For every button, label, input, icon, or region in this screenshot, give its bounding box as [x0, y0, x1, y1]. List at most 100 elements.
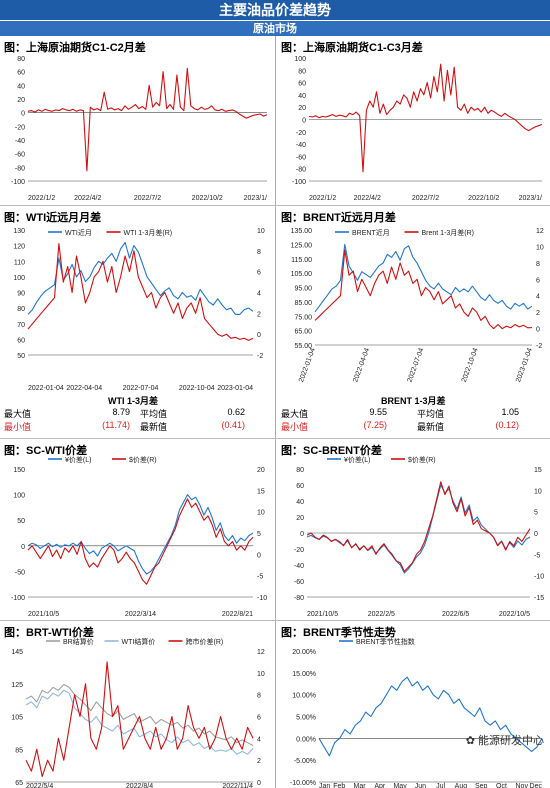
- y2-tick-label: 6: [257, 270, 261, 277]
- y-tick-label: 40: [17, 83, 25, 90]
- y-tick-label: 20.00%: [292, 649, 316, 656]
- y-tick-label: -40: [296, 142, 306, 149]
- y2-tick-label: 0: [536, 327, 540, 334]
- chart-brt-wti: 图：BRT-WTI价差 145 125 105 85 65 12 10 8 6 4 2 0 2022/5/…: [0, 623, 275, 788]
- y2-tick-label: 0: [257, 332, 261, 339]
- legend-label: 跨市价差(R): [186, 637, 224, 646]
- y-tick-label: 80: [296, 467, 304, 474]
- x-tick-label: 2023/1/: [244, 195, 267, 202]
- y-tick-label: -100: [292, 179, 306, 186]
- chart-sc-brent: 图：SC-BRENT价差 80 60 40 20 0 -20 -40 -60 -80 15 10 5 0 -…: [277, 441, 550, 619]
- chart-sc-wti: 图：SC-WTI价差 150 100 50 0 -50 -100 20 15 10 5 0 -5 -10 2…: [0, 441, 275, 619]
- y2-tick-label: 15: [257, 488, 265, 495]
- y-tick-label: 80: [17, 306, 25, 313]
- y-tick-label: 105.00: [291, 271, 313, 278]
- x-tick-label: 2022-04-04: [66, 385, 102, 392]
- y-tick-label: 0: [302, 118, 306, 125]
- x-tick-label: Jun: [415, 783, 426, 788]
- x-tick-label: 2022/6/5: [442, 611, 469, 618]
- y-tick-label: 65: [15, 780, 23, 787]
- y2-tick-label: 10: [257, 228, 265, 235]
- y2-tick-label: 0: [257, 552, 261, 559]
- y2-tick-label: 12: [536, 228, 544, 235]
- x-tick-label: Oct: [496, 783, 507, 788]
- y-tick-label: 65.00: [294, 329, 312, 336]
- x-tick-label: Aug: [455, 783, 468, 788]
- y-tick-label: 70: [17, 322, 25, 329]
- x-tick-label: 2022/1/2: [309, 195, 336, 202]
- y-tick-label: -80: [296, 167, 306, 174]
- x-tick-label: 2022/2/5: [368, 611, 395, 618]
- y-tick-label: -100: [11, 179, 25, 186]
- y-tick-label: 15.00%: [292, 671, 316, 678]
- y-tick-label: 110: [14, 259, 25, 266]
- chart-title: 图：BRENT近远月月差: [281, 212, 396, 224]
- x-tick-label: 2022/10/2: [192, 195, 223, 202]
- x-tick-label: 2022/10/5: [499, 611, 530, 618]
- x-tick-label: Jan: [319, 783, 330, 788]
- series-line-1: [25, 689, 254, 755]
- y-tick-label: 105: [11, 715, 23, 722]
- y-tick-label: -60: [15, 152, 25, 159]
- y-tick-label: 20: [298, 105, 306, 112]
- x-tick-label: 2022/4/2: [74, 195, 101, 202]
- x-tick-label: 2022-01-04: [298, 347, 317, 383]
- y-tick-label: 55.00: [294, 343, 312, 350]
- chart-title: 图：上海原油期货C1-C2月差: [4, 42, 146, 54]
- legend-label: WTI 1-3月差(R): [124, 228, 173, 237]
- legend-label: BRENT季节性指数: [356, 637, 415, 646]
- stats-value: 0.62: [227, 407, 245, 417]
- series-line-0: [27, 494, 254, 575]
- x-tick-label: 2022-01-04: [28, 385, 64, 392]
- y2-tick-label: -10: [534, 574, 544, 581]
- watermark-text: 能源研发中心: [478, 735, 544, 747]
- stats-caption: BRENT 1-3月差: [381, 396, 446, 406]
- x-tick-label: May: [393, 783, 407, 788]
- series-line-1: [306, 481, 531, 572]
- stats-label: 平均值: [417, 409, 445, 419]
- chart-svg: 20.00% 15.00% 10.00% 5.00% 0.00% -5.00% -10.00…: [290, 637, 543, 788]
- x-tick-label: 2023-01-04: [217, 385, 253, 392]
- y-tick-label: 50: [17, 353, 25, 360]
- stats-value: (7.25): [363, 420, 387, 430]
- chart-brent-seasonal: 图：BRENT季节性走势 20.00% 15.00% 10.00% 5.00% 0.00%…: [277, 623, 550, 788]
- x-tick-label: 2023-01-04: [515, 347, 534, 383]
- legend-label: WTI近月: [65, 228, 92, 237]
- legend-label: $价差(R): [408, 455, 436, 464]
- column-divider: [275, 36, 276, 788]
- y2-tick-label: -15: [534, 595, 544, 602]
- legend-label: ¥价差(L): [65, 455, 91, 464]
- wechat-icon: ✿: [465, 735, 478, 747]
- y-tick-label: 95.00: [294, 286, 312, 293]
- y-tick-label: 100: [294, 56, 306, 63]
- y-tick-label: 0.00%: [296, 736, 316, 743]
- x-tick-label: 2022/8/21: [222, 611, 253, 618]
- x-tick-label: Apr: [374, 783, 386, 788]
- series-line-1: [27, 498, 254, 585]
- chart-title: 图：SC-BRENT价差: [281, 445, 382, 457]
- stats-value: 1.05: [501, 407, 519, 417]
- y-tick-label: 60: [296, 483, 304, 490]
- page-subtitle: 原油市场: [0, 20, 550, 36]
- chart-svg: 100 80 60 40 20 0 -20 -40 -60 -80 -100 2022/1/2 2022…: [292, 56, 543, 202]
- y-tick-label: 115.00: [291, 257, 312, 264]
- x-tick-label: 2021/10/5: [28, 611, 59, 618]
- x-tick-label: 2022/1/2: [28, 195, 55, 202]
- y-tick-label: 90: [17, 291, 25, 298]
- x-tick-label: 2023/1/: [519, 195, 542, 202]
- y2-tick-label: 5: [257, 531, 261, 538]
- chart-sc-c1-c2: 图：上海原油期货C1-C2月差 80 60 40 20 0 -20 -40 -60 -80 -100…: [0, 38, 275, 203]
- stats-value: (0.12): [495, 420, 519, 430]
- x-tick-label: 2022/8/4: [126, 783, 153, 788]
- y2-tick-label: -2: [536, 343, 542, 350]
- chart-svg: 80 60 40 20 0 -20 -40 -60 -80 -100 2022/1/2 2022/4/…: [11, 56, 268, 202]
- chart-title: 图：上海原油期货C1-C3月差: [281, 42, 423, 54]
- y2-tick-label: 2: [257, 758, 261, 765]
- series-line-0: [27, 67, 268, 172]
- stats-value: (11.74): [102, 420, 130, 430]
- y-tick-label: 0: [21, 544, 25, 551]
- stats-caption: WTI 1-3月差: [108, 396, 159, 406]
- x-tick-label: 2022/7/2: [412, 195, 439, 202]
- y-tick-label: 125.00: [291, 242, 313, 249]
